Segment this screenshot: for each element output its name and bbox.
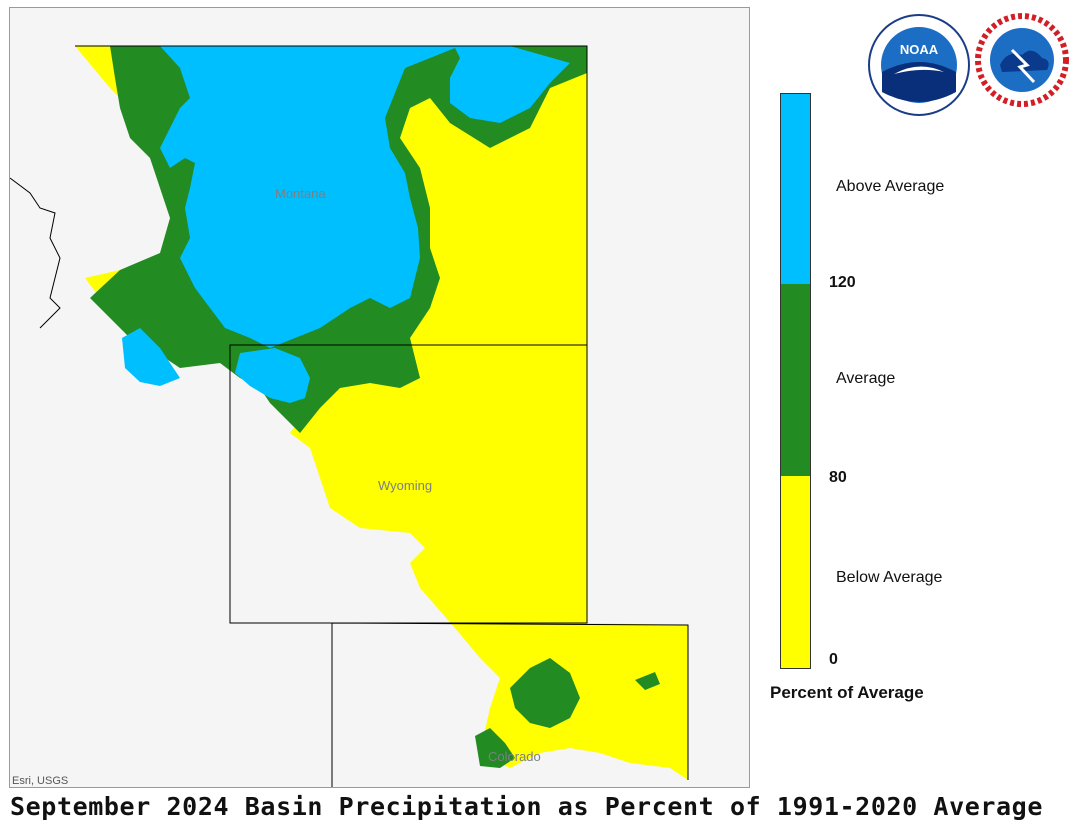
montana-boundary	[75, 45, 588, 345]
noaa-logo-text: NOAA	[900, 42, 939, 57]
region-above-average-west[interactable]	[122, 328, 180, 386]
legend-color-bar	[780, 93, 811, 669]
colorado-boundary	[331, 622, 689, 787]
region-average-colorado-small[interactable]	[635, 672, 660, 690]
map-attribution: Esri, USGS	[12, 775, 69, 787]
state-label-wyoming: Wyoming	[378, 478, 433, 493]
region-above-average[interactable]	[125, 46, 570, 348]
legend-label-above-average: Above Average	[836, 178, 945, 195]
legend-break-80: 80	[829, 469, 847, 486]
map-panel[interactable]: Montana Wyoming Colorado Esri, USGS	[9, 7, 750, 788]
legend-title: Percent of Average	[770, 683, 924, 702]
page-title: September 2024 Basin Precipitation as Pe…	[10, 792, 1043, 821]
legend-band-above-average	[781, 94, 810, 284]
state-label-montana: Montana	[275, 186, 326, 201]
region-average-colorado[interactable]	[510, 658, 580, 728]
region-average-colorado-south[interactable]	[475, 728, 515, 768]
precipitation-map[interactable]	[10, 8, 749, 787]
region-above-average-center[interactable]	[235, 348, 310, 403]
legend-break-0: 0	[829, 651, 838, 668]
noaa-logo: NOAA	[866, 12, 972, 118]
legend-break-120: 120	[829, 274, 856, 291]
wyoming-boundary	[229, 344, 588, 624]
legend-band-average	[781, 284, 810, 476]
legend-label-average: Average	[836, 370, 896, 387]
state-label-colorado: Colorado	[488, 749, 541, 764]
nws-logo	[972, 10, 1072, 110]
legend-band-below-average	[781, 476, 810, 668]
idaho-boundary	[10, 177, 61, 329]
legend-label-below-average: Below Average	[836, 569, 943, 586]
